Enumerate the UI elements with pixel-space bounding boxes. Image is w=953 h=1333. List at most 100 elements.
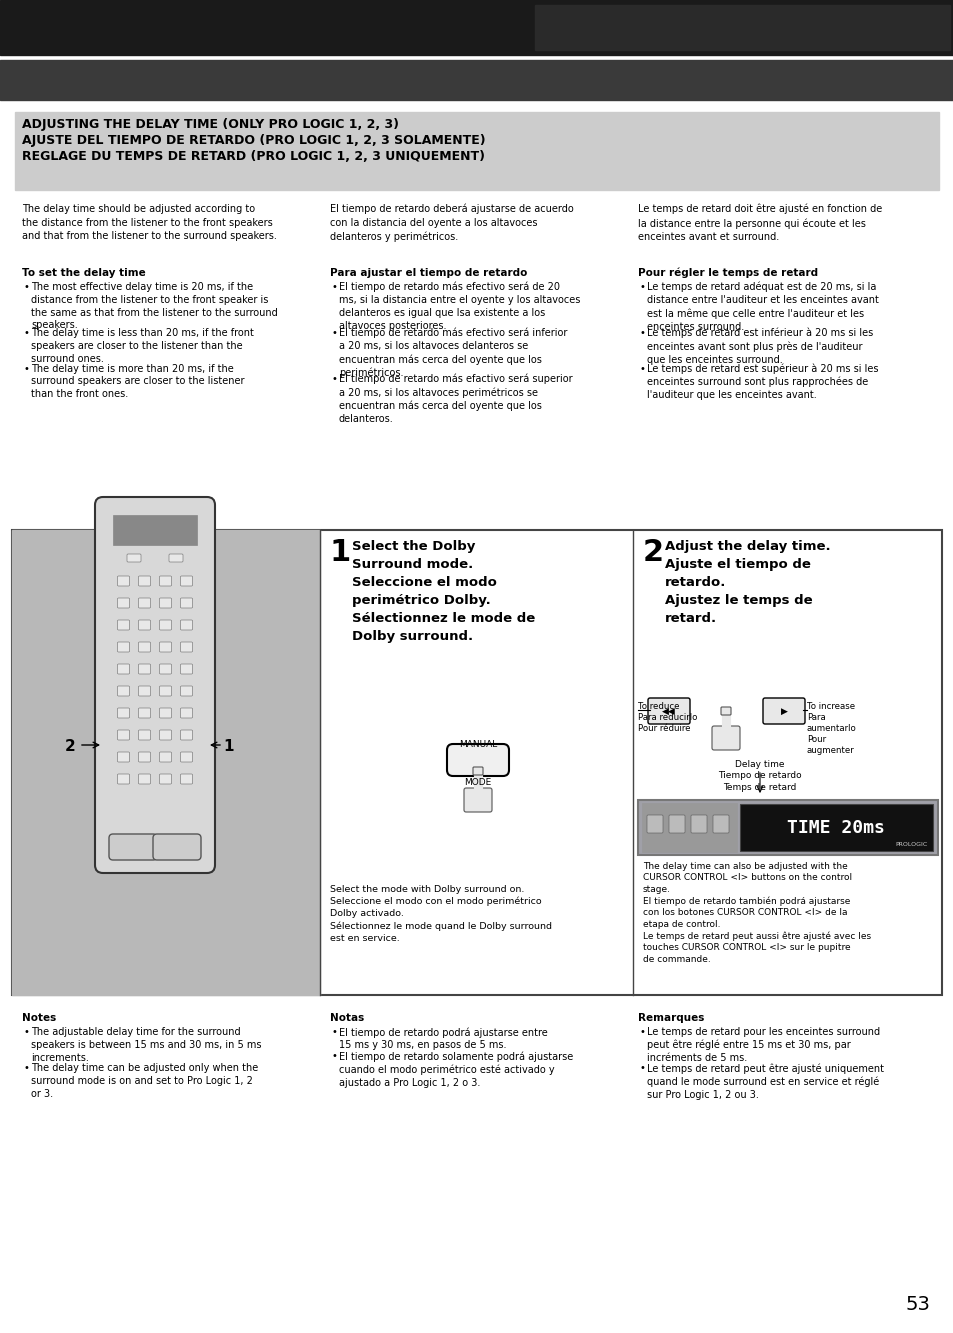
Text: Le temps de retard est inférieur à 20 ms si les
enceintes avant sont plus près d: Le temps de retard est inférieur à 20 ms… <box>646 328 872 365</box>
Text: The delay time can also be adjusted with the
CURSOR CONTROL <I> buttons on the c: The delay time can also be adjusted with… <box>642 862 870 964</box>
FancyBboxPatch shape <box>169 555 183 563</box>
Text: ◀◀: ◀◀ <box>661 706 675 716</box>
Text: The delay time is more than 20 ms, if the
surround speakers are closer to the li: The delay time is more than 20 ms, if th… <box>30 364 244 399</box>
FancyBboxPatch shape <box>180 664 193 674</box>
Text: Notes: Notes <box>22 1013 56 1022</box>
Text: REGLAGE DU TEMPS DE RETARD (PRO LOGIC 1, 2, 3 UNIQUEMENT): REGLAGE DU TEMPS DE RETARD (PRO LOGIC 1,… <box>22 151 484 163</box>
FancyBboxPatch shape <box>159 643 172 652</box>
Text: •: • <box>332 283 337 292</box>
Text: Remarques: Remarques <box>638 1013 703 1022</box>
FancyBboxPatch shape <box>180 752 193 762</box>
FancyBboxPatch shape <box>117 752 130 762</box>
Bar <box>740 804 932 850</box>
Text: •: • <box>639 364 645 373</box>
Text: Select the mode with Dolby surround on.
Seleccione el modo con el modo perimétri: Select the mode with Dolby surround on. … <box>330 885 552 942</box>
Text: Notas: Notas <box>330 1013 364 1022</box>
FancyBboxPatch shape <box>646 814 662 833</box>
FancyBboxPatch shape <box>180 576 193 587</box>
Text: El tiempo de retardo deberá ajustarse de acuerdo
con la distancia del oyente a l: El tiempo de retardo deberá ajustarse de… <box>330 204 573 243</box>
FancyBboxPatch shape <box>138 599 151 608</box>
FancyBboxPatch shape <box>138 576 151 587</box>
Text: To increase
Para
aumentarlo
Pour
augmenter: To increase Para aumentarlo Pour augment… <box>806 702 856 756</box>
FancyBboxPatch shape <box>690 814 706 833</box>
Bar <box>535 5 949 51</box>
Text: 2: 2 <box>65 738 75 754</box>
Bar <box>638 800 937 854</box>
FancyBboxPatch shape <box>180 730 193 740</box>
Text: Le temps de retard adéquat est de 20 ms, si la
distance entre l'auditeur et les : Le temps de retard adéquat est de 20 ms,… <box>646 283 878 332</box>
FancyBboxPatch shape <box>152 834 201 860</box>
Text: El tiempo de retardo más efactivo será superior
a 20 ms, si los altavoces perimé: El tiempo de retardo más efactivo será s… <box>338 375 572 424</box>
FancyBboxPatch shape <box>668 814 684 833</box>
Text: •: • <box>332 1026 337 1037</box>
Bar <box>0 0 953 55</box>
FancyBboxPatch shape <box>720 706 730 714</box>
FancyBboxPatch shape <box>180 599 193 608</box>
FancyBboxPatch shape <box>117 664 130 674</box>
FancyBboxPatch shape <box>159 599 172 608</box>
FancyBboxPatch shape <box>180 774 193 784</box>
Text: The delay time should be adjusted according to
the distance from the listener to: The delay time should be adjusted accord… <box>22 204 276 241</box>
Text: •: • <box>24 1026 30 1037</box>
FancyBboxPatch shape <box>159 576 172 587</box>
FancyBboxPatch shape <box>159 708 172 718</box>
Text: To set the delay time: To set the delay time <box>22 268 146 279</box>
Text: Select the Dolby
Surround mode.
Seleccione el modo
perimétrico Dolby.
Sélectionn: Select the Dolby Surround mode. Seleccio… <box>352 540 535 643</box>
FancyBboxPatch shape <box>180 708 193 718</box>
Text: •: • <box>332 375 337 384</box>
Text: •: • <box>24 1062 30 1073</box>
Bar <box>112 515 196 545</box>
FancyBboxPatch shape <box>138 774 151 784</box>
Text: El tiempo de retardo solamente podrá ajustarse
cuando el modo perimétrico esté a: El tiempo de retardo solamente podrá aju… <box>338 1050 573 1088</box>
Text: •: • <box>24 283 30 292</box>
FancyBboxPatch shape <box>138 643 151 652</box>
Text: 53: 53 <box>904 1294 929 1314</box>
Text: •: • <box>332 328 337 339</box>
FancyBboxPatch shape <box>138 620 151 631</box>
Text: Le temps de retard peut être ajusté uniquement
quand le mode surround est en ser: Le temps de retard peut être ajusté uniq… <box>646 1062 883 1100</box>
FancyBboxPatch shape <box>447 744 509 776</box>
FancyBboxPatch shape <box>117 643 130 652</box>
Bar <box>15 112 938 191</box>
Text: AJUSTE DEL TIEMPO DE RETARDO (PRO LOGIC 1, 2, 3 SOLAMENTE): AJUSTE DEL TIEMPO DE RETARDO (PRO LOGIC … <box>22 135 485 147</box>
Text: •: • <box>639 283 645 292</box>
Text: ▶: ▶ <box>780 706 786 716</box>
FancyBboxPatch shape <box>473 766 482 774</box>
FancyBboxPatch shape <box>117 599 130 608</box>
FancyBboxPatch shape <box>117 708 130 718</box>
Text: Pour régler le temps de retard: Pour régler le temps de retard <box>638 268 818 279</box>
Text: MODE: MODE <box>464 778 491 786</box>
Text: El tiempo de retardo más efectivo será de 20
ms, si la distancia entre el oyente: El tiempo de retardo más efectivo será d… <box>338 283 579 331</box>
Text: To reduce
Para reducirlo
Pour réduire: To reduce Para reducirlo Pour réduire <box>638 702 697 733</box>
Text: Adjust the delay time.
Ajuste el tiempo de
retardo.
Ajustez le temps de
retard.: Adjust the delay time. Ajuste el tiempo … <box>664 540 830 625</box>
FancyBboxPatch shape <box>117 686 130 696</box>
Bar <box>12 531 319 994</box>
FancyBboxPatch shape <box>712 814 728 833</box>
Text: •: • <box>24 364 30 373</box>
FancyBboxPatch shape <box>117 576 130 587</box>
Bar <box>641 802 737 852</box>
FancyBboxPatch shape <box>180 620 193 631</box>
Text: El tiempo de retardo más efectivo será inferior
a 20 ms, si los altavoces delant: El tiempo de retardo más efectivo será i… <box>338 328 567 379</box>
FancyBboxPatch shape <box>138 664 151 674</box>
Text: Le temps de retard doit être ajusté en fonction de
la distance entre la personne: Le temps de retard doit être ajusté en f… <box>638 204 882 243</box>
FancyBboxPatch shape <box>159 752 172 762</box>
Text: •: • <box>639 1026 645 1037</box>
FancyBboxPatch shape <box>463 788 492 812</box>
FancyBboxPatch shape <box>762 698 804 724</box>
FancyBboxPatch shape <box>138 752 151 762</box>
Text: MANUAL: MANUAL <box>458 740 497 749</box>
Bar <box>0 60 953 100</box>
FancyBboxPatch shape <box>138 730 151 740</box>
Text: The adjustable delay time for the surround
speakers is between 15 ms and 30 ms, : The adjustable delay time for the surrou… <box>30 1026 261 1062</box>
Text: Le temps de retard est supérieur à 20 ms si les
enceintes surround sont plus rap: Le temps de retard est supérieur à 20 ms… <box>646 364 878 400</box>
FancyBboxPatch shape <box>138 686 151 696</box>
Text: Delay time
Tiempo de retardo
Temps de retard: Delay time Tiempo de retardo Temps de re… <box>718 760 801 792</box>
FancyBboxPatch shape <box>180 643 193 652</box>
FancyBboxPatch shape <box>127 555 141 563</box>
FancyBboxPatch shape <box>159 774 172 784</box>
Text: •: • <box>24 328 30 339</box>
FancyBboxPatch shape <box>159 686 172 696</box>
Text: The delay time is less than 20 ms, if the front
speakers are closer to the liste: The delay time is less than 20 ms, if th… <box>30 328 253 364</box>
FancyBboxPatch shape <box>117 730 130 740</box>
